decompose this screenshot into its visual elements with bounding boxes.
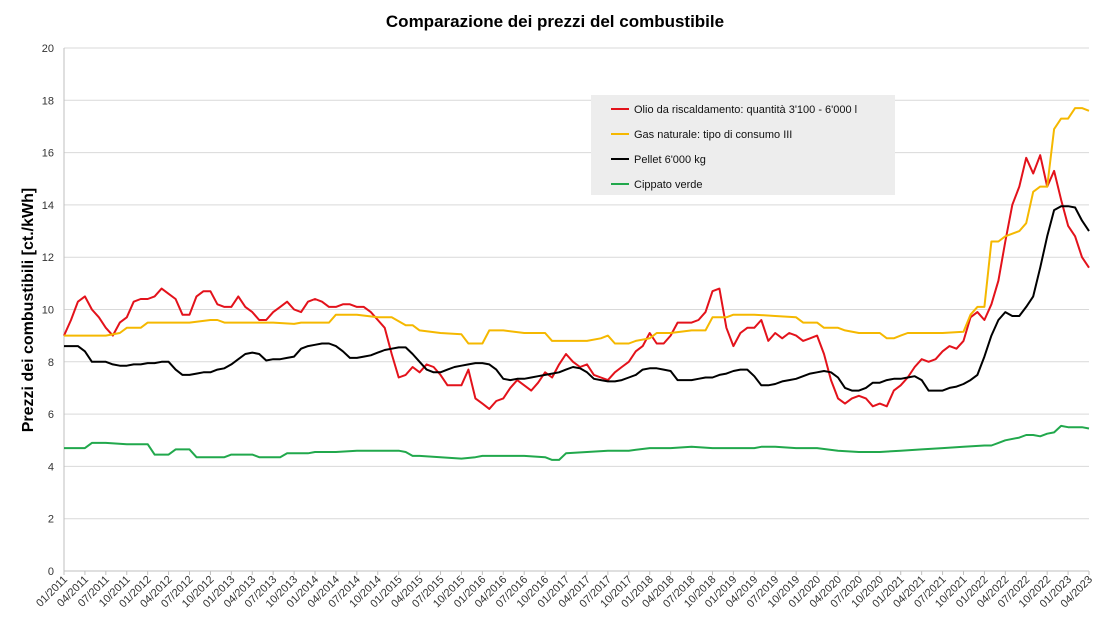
legend-label-1: Olio da riscaldamento: quantità 3'100 - … <box>634 104 857 116</box>
series-line-2 <box>64 107 1090 345</box>
axes: 0246810121416182001/201104/201107/201110… <box>34 43 1095 610</box>
y-tick-label: 14 <box>42 200 54 212</box>
series-line-4 <box>64 424 1090 461</box>
legend: Olio da riscaldamento: quantità 3'100 - … <box>591 95 895 195</box>
y-tick-label: 20 <box>42 43 54 55</box>
legend-box <box>591 95 895 195</box>
y-tick-label: 16 <box>42 148 54 160</box>
chart-title: Comparazione dei prezzi del combustibile <box>386 12 724 31</box>
y-tick-label: 8 <box>48 357 54 369</box>
legend-label-2: Gas naturale: tipo di consumo III <box>634 129 792 141</box>
y-tick-label: 12 <box>42 252 54 264</box>
series-line-3 <box>64 205 1090 392</box>
y-tick-label: 2 <box>48 514 54 526</box>
y-tick-label: 18 <box>42 95 54 107</box>
series-line-1 <box>63 154 1090 410</box>
y-axis-title: Prezzi dei combustibili [ct./kWh] <box>20 188 37 432</box>
legend-label-3: Pellet 6'000 kg <box>634 154 706 166</box>
y-tick-label: 0 <box>48 566 54 578</box>
y-tick-label: 6 <box>48 409 54 421</box>
y-tick-label: 10 <box>42 305 54 317</box>
series-lines <box>63 107 1090 461</box>
legend-label-4: Cippato verde <box>634 179 703 191</box>
y-tick-label: 4 <box>48 461 54 473</box>
